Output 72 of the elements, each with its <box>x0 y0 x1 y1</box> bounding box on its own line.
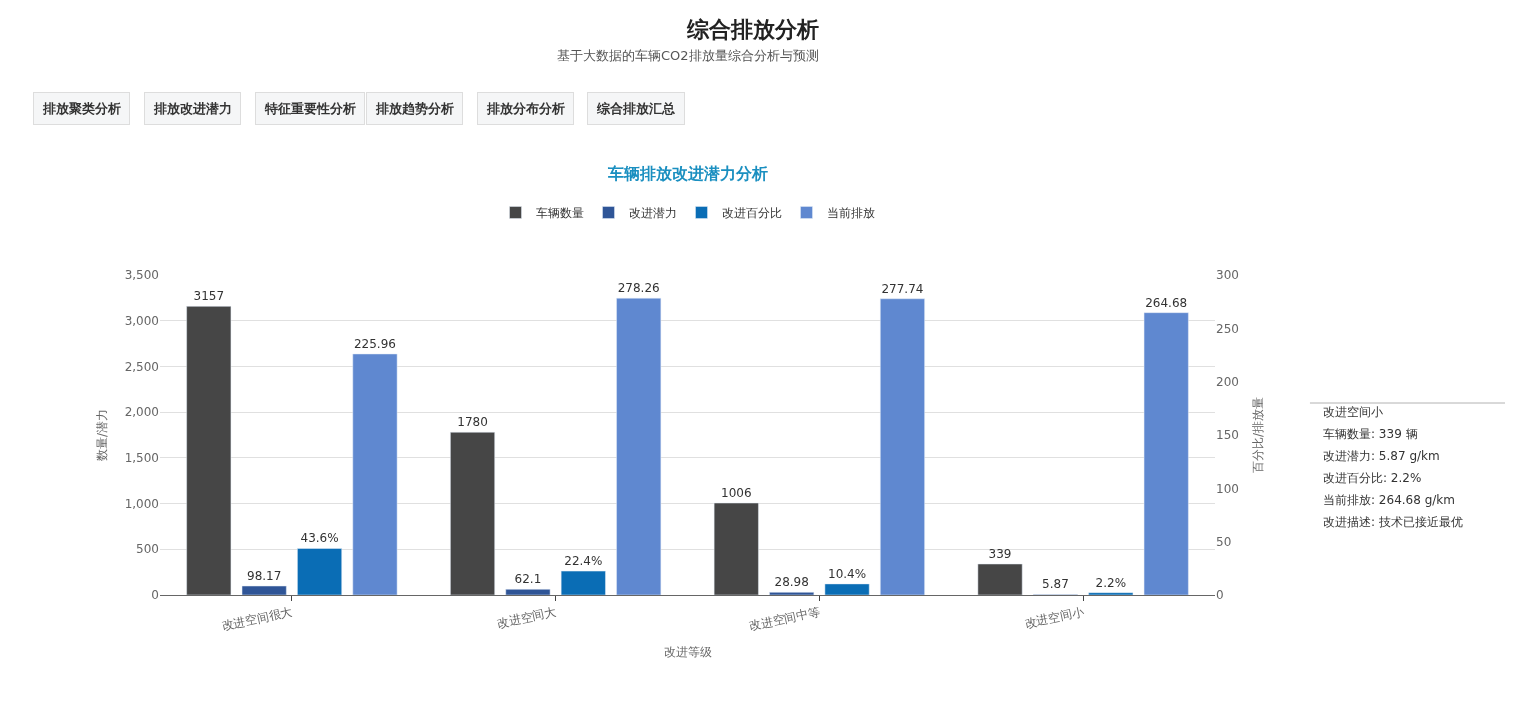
data-label: 1006 <box>721 486 752 501</box>
y2-tick-label: 0 <box>1216 588 1224 603</box>
x-tick-label: 改进空间小 <box>1023 604 1085 631</box>
bar <box>977 563 1023 595</box>
text: 改进描述: 技术已接近最优 <box>1323 515 1463 529</box>
legend-label: 当前排放 <box>826 206 875 221</box>
data-label: 1780 <box>457 415 488 430</box>
text: 改进百分比: 2.2% <box>1323 471 1422 485</box>
y2-tick-label: 150 <box>1216 428 1239 443</box>
bar <box>297 548 342 595</box>
bar <box>450 432 495 595</box>
data-label: 22.4% <box>564 554 603 569</box>
x-tick-label: 改进空间大 <box>495 604 558 631</box>
text: 排放改进潜力 <box>153 101 232 116</box>
y-tick-label: 1,500 <box>124 451 159 466</box>
y-tick-label: 500 <box>136 542 159 557</box>
data-label: 277.74 <box>881 281 924 296</box>
y-tick-label: 2,000 <box>124 405 159 420</box>
bar <box>1088 592 1134 595</box>
bar <box>616 297 662 595</box>
bar <box>824 583 870 595</box>
y2-axis-title: 百分比/排放量 <box>1250 396 1265 474</box>
x-axis-title: 改进等级 <box>663 645 712 660</box>
text: 排放趋势分析 <box>375 101 454 116</box>
y2-tick-label: 50 <box>1216 534 1232 549</box>
legend-label: 车辆数量 <box>535 206 584 221</box>
y-axis-title: 数量/潜力 <box>94 408 109 462</box>
y2-tick-label: 250 <box>1216 321 1239 336</box>
text: 改进空间小 <box>1323 405 1383 419</box>
text: 排放分布分析 <box>486 101 565 116</box>
y-tick-label: 3,000 <box>124 313 159 328</box>
chart-subtitle: 基于大数据的车辆CO2排放量综合分析与预测 <box>557 48 819 63</box>
bar <box>241 585 287 595</box>
text: 车辆数量: 339 辆 <box>1323 427 1418 441</box>
bar <box>1143 312 1189 595</box>
data-label: 264.68 <box>1145 295 1188 310</box>
data-label: 225.96 <box>353 336 396 351</box>
bar <box>713 502 759 595</box>
bar <box>769 592 815 595</box>
data-label: 5.87 <box>1042 577 1069 592</box>
bar <box>880 298 925 595</box>
x-tick-label: 改进空间中等 <box>747 604 822 634</box>
bar <box>505 589 551 595</box>
data-label: 339 <box>988 547 1012 562</box>
data-label: 2.2% <box>1095 575 1127 590</box>
data-label: 3157 <box>193 289 225 304</box>
text: 特征重要性分析 <box>264 101 356 116</box>
data-label: 98.17 <box>247 569 282 584</box>
bar <box>186 306 232 595</box>
data-label: 278.26 <box>617 281 660 296</box>
data-label: 43.6% <box>300 531 339 546</box>
legend-label: 改进潜力 <box>628 206 677 221</box>
data-label: 28.98 <box>774 575 809 590</box>
text: 改进潜力: 5.87 g/km <box>1323 449 1440 463</box>
x-tick-label: 改进空间很大 <box>220 604 294 634</box>
y2-tick-label: 200 <box>1216 374 1239 389</box>
bar <box>560 570 606 595</box>
data-label: 10.4% <box>828 566 867 581</box>
bar <box>352 353 398 595</box>
y-tick-label: 3,500 <box>124 268 159 283</box>
text: 车辆排放改进潜力分析 <box>607 164 768 183</box>
text: 排放聚类分析 <box>42 101 121 116</box>
data-label: 62.1 <box>514 572 542 587</box>
text: 当前排放: 264.68 g/km <box>1323 493 1455 507</box>
y-tick-label: 2,500 <box>124 359 159 374</box>
text: 综合排放汇总 <box>596 101 676 116</box>
chart-title: 综合排放分析 <box>685 16 819 42</box>
y2-tick-label: 100 <box>1216 481 1239 496</box>
legend-label: 改进百分比 <box>721 206 782 221</box>
y2-tick-label: 300 <box>1216 268 1239 283</box>
y-tick-label: 1,000 <box>124 496 159 511</box>
y-tick-label: 0 <box>151 588 159 603</box>
